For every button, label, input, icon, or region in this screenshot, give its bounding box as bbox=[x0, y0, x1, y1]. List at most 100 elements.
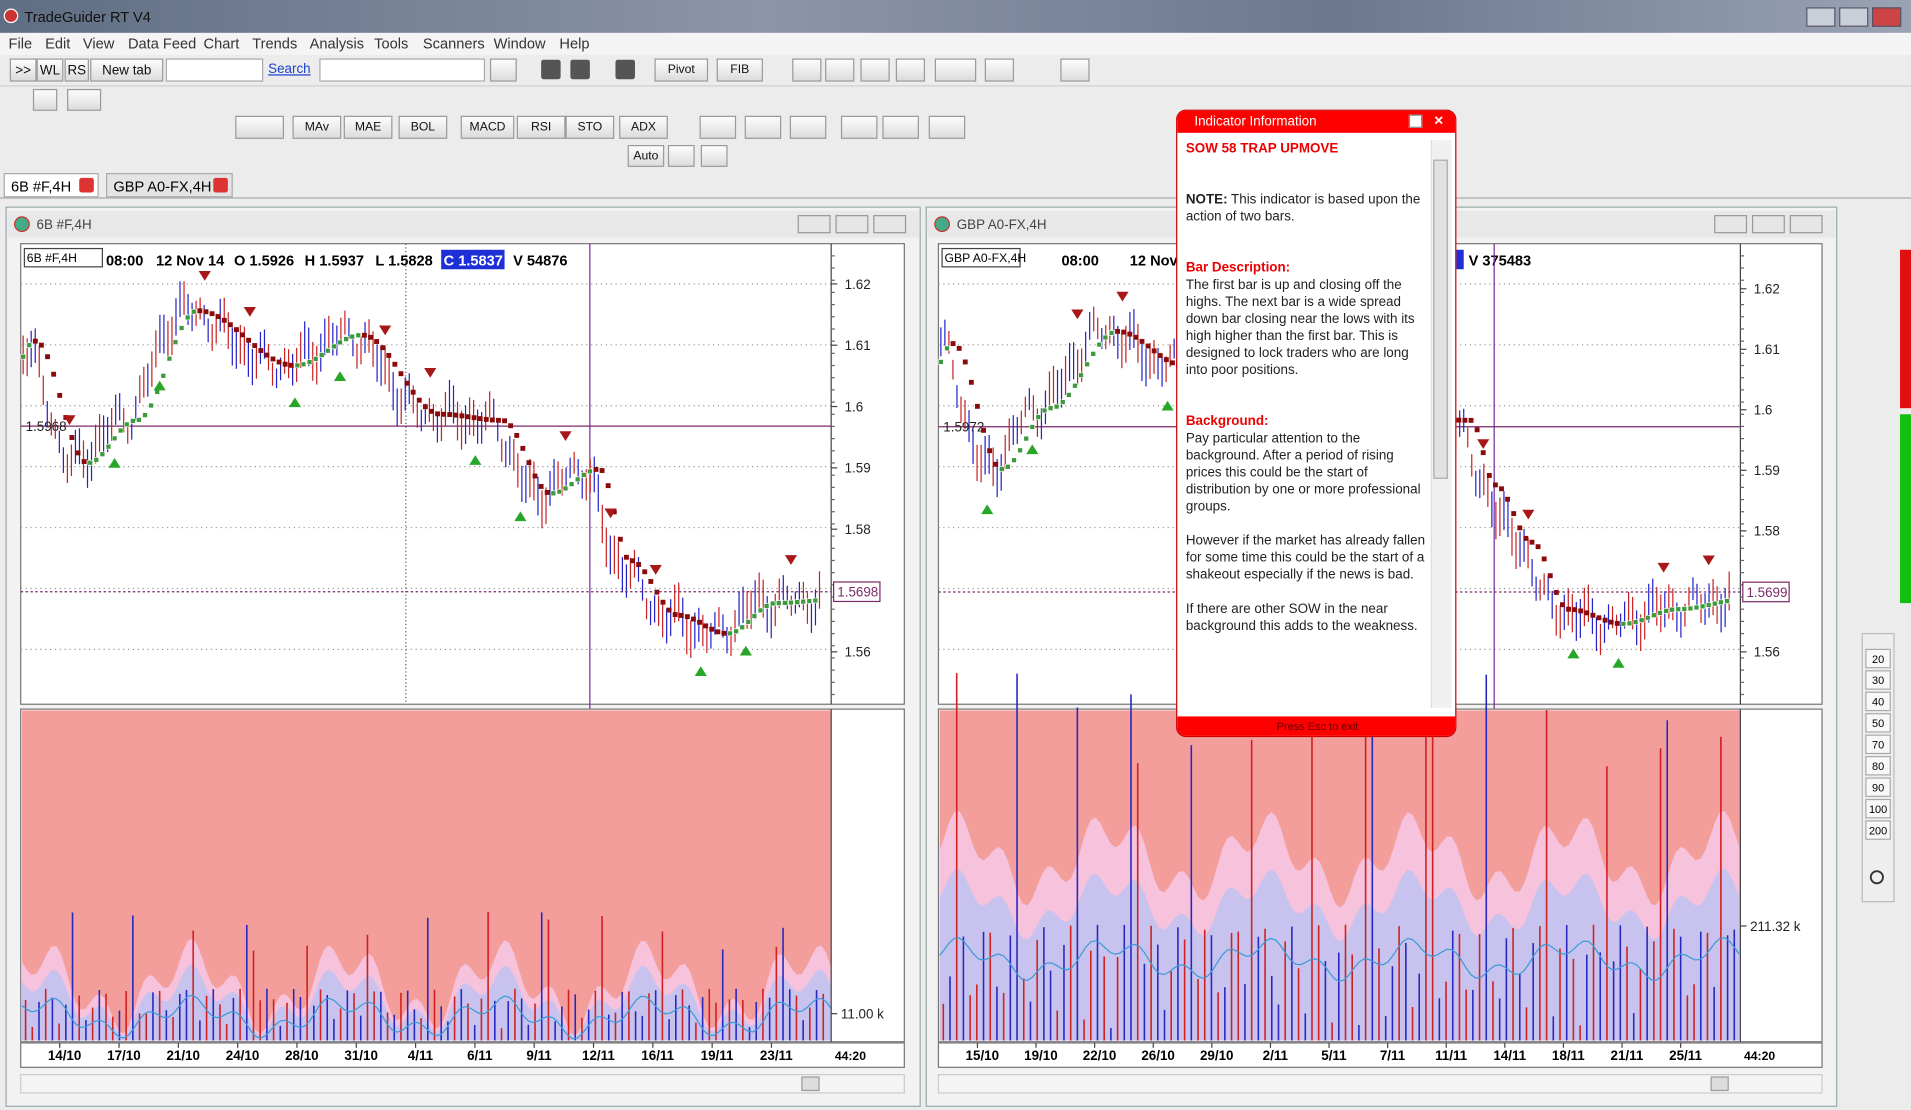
menu-item[interactable]: Window bbox=[493, 35, 546, 53]
trend-dot bbox=[751, 613, 758, 619]
trend-dot bbox=[1108, 330, 1115, 336]
toolbar-button[interactable]: WL bbox=[36, 58, 64, 82]
trend-dot bbox=[1096, 341, 1103, 348]
drawing-tool[interactable] bbox=[840, 115, 878, 139]
toolbar-icon[interactable] bbox=[860, 58, 890, 82]
toolbar-button[interactable]: RS bbox=[64, 58, 89, 82]
ohlc-info: V 54876 bbox=[513, 254, 567, 270]
toolbar-icon[interactable] bbox=[32, 88, 58, 111]
chart-window-button[interactable] bbox=[1789, 215, 1823, 234]
toolbar-icon[interactable] bbox=[541, 59, 561, 80]
trend-dot bbox=[975, 403, 980, 409]
menu-item[interactable]: View bbox=[82, 35, 115, 53]
zoom-button[interactable] bbox=[1865, 648, 1891, 669]
drawing-tool[interactable] bbox=[699, 115, 737, 139]
menu-item[interactable]: Tools bbox=[374, 35, 409, 53]
zoom-button[interactable] bbox=[1865, 713, 1891, 733]
toolbar-icon[interactable] bbox=[934, 58, 977, 82]
scroll-thumb[interactable] bbox=[1710, 1076, 1729, 1092]
menu-item[interactable]: Analysis bbox=[309, 35, 365, 53]
toolbar-icon[interactable] bbox=[570, 59, 590, 80]
popup-restore[interactable] bbox=[1408, 114, 1423, 128]
trend-dot bbox=[477, 416, 483, 422]
chart-window-button[interactable] bbox=[797, 215, 831, 234]
chart-tab[interactable]: 6B #F,4H bbox=[3, 173, 99, 198]
zoom-button[interactable] bbox=[1865, 798, 1891, 819]
trend-dot bbox=[398, 371, 404, 377]
chart-window-button[interactable] bbox=[1714, 215, 1748, 234]
toolbar-icon[interactable] bbox=[67, 88, 102, 111]
date-label: 31/10 bbox=[344, 1048, 378, 1063]
popup-close[interactable]: × bbox=[1434, 110, 1444, 130]
signal-triangle bbox=[1522, 509, 1535, 520]
trend-dot bbox=[950, 341, 956, 347]
drawing-tool[interactable] bbox=[928, 115, 966, 139]
trend-dot bbox=[117, 427, 124, 434]
trend-dot bbox=[1596, 615, 1602, 621]
popup-scroll-thumb[interactable] bbox=[1433, 159, 1448, 479]
layout-button[interactable] bbox=[700, 144, 728, 167]
symbol-input[interactable] bbox=[165, 58, 264, 82]
layout-button[interactable] bbox=[667, 144, 695, 167]
trend-dot bbox=[87, 459, 93, 466]
toolbar-button[interactable]: New tab bbox=[90, 58, 164, 82]
menu-item[interactable]: Chart bbox=[203, 35, 240, 53]
chart-window-button[interactable] bbox=[1751, 215, 1785, 234]
window-close-button[interactable] bbox=[1872, 7, 1902, 27]
chart-window-button[interactable] bbox=[873, 215, 907, 234]
indicator-button[interactable]: BOL bbox=[398, 115, 448, 139]
nav-button[interactable] bbox=[489, 58, 517, 82]
zoom-button[interactable] bbox=[1865, 777, 1891, 797]
tab-close[interactable] bbox=[79, 177, 94, 193]
search-link[interactable]: Search bbox=[268, 62, 311, 77]
trend-dot bbox=[1084, 361, 1090, 368]
menu-item[interactable]: Scanners bbox=[422, 35, 485, 53]
auto-button[interactable]: Auto bbox=[627, 144, 665, 167]
tab-label: 6B #F,4H bbox=[10, 177, 72, 195]
menu-item[interactable]: Trends bbox=[252, 35, 298, 53]
toolbar-menu[interactable]: FIB bbox=[716, 58, 763, 82]
toolbar-button[interactable]: >> bbox=[9, 58, 37, 82]
chart-tab[interactable]: GBP A0-FX,4H bbox=[106, 173, 233, 198]
toolbar-icon[interactable] bbox=[895, 58, 926, 82]
toolbar-icon[interactable] bbox=[825, 58, 855, 82]
window-max-button[interactable] bbox=[1839, 7, 1869, 27]
indicator-button[interactable]: MAE bbox=[343, 115, 393, 139]
indicator-button[interactable]: STO bbox=[565, 115, 615, 139]
toolbar-icon[interactable] bbox=[615, 59, 635, 80]
toolbar-menu[interactable]: Pivot bbox=[654, 58, 709, 82]
zoom-button[interactable] bbox=[1865, 756, 1891, 776]
toolbar-icon[interactable] bbox=[235, 115, 284, 139]
toolbar-icon[interactable] bbox=[792, 58, 822, 82]
toolbar-icon[interactable] bbox=[984, 58, 1014, 82]
drawing-tool[interactable] bbox=[882, 115, 919, 139]
search-dropdown[interactable] bbox=[319, 58, 486, 82]
toolbar-icon[interactable] bbox=[1060, 58, 1090, 82]
indicator-button[interactable]: MACD bbox=[460, 115, 515, 139]
indicator-button[interactable]: MAv bbox=[292, 115, 342, 139]
trend-dot bbox=[800, 598, 806, 605]
indicator-button[interactable]: RSI bbox=[516, 115, 566, 139]
zoom-button[interactable] bbox=[1865, 734, 1891, 755]
trend-dot bbox=[1023, 435, 1029, 442]
tab-close[interactable] bbox=[213, 177, 228, 193]
chart-window-button[interactable] bbox=[835, 215, 869, 234]
scrollbar[interactable] bbox=[937, 1074, 1823, 1094]
menu-item[interactable]: Data Feed bbox=[127, 35, 197, 53]
indicator-button[interactable]: ADX bbox=[619, 115, 668, 139]
zoom-button[interactable] bbox=[1865, 670, 1891, 690]
signal-triangle bbox=[424, 368, 437, 378]
menu-item[interactable]: File bbox=[8, 35, 33, 53]
drawing-tool[interactable] bbox=[789, 115, 827, 139]
scrollbar[interactable] bbox=[20, 1074, 905, 1094]
drawing-tool[interactable] bbox=[744, 115, 782, 139]
zoom-button[interactable] bbox=[1865, 820, 1891, 840]
zoom-button[interactable] bbox=[1865, 691, 1891, 712]
trend-dot bbox=[1560, 602, 1565, 608]
menu-item[interactable]: Edit bbox=[45, 35, 71, 53]
menu-item[interactable]: Help bbox=[559, 35, 590, 53]
scroll-thumb[interactable] bbox=[801, 1076, 820, 1092]
chart-title: 6B #F,4H bbox=[37, 217, 92, 232]
window-min-button[interactable] bbox=[1806, 7, 1836, 27]
signal-triangle bbox=[1657, 562, 1670, 573]
